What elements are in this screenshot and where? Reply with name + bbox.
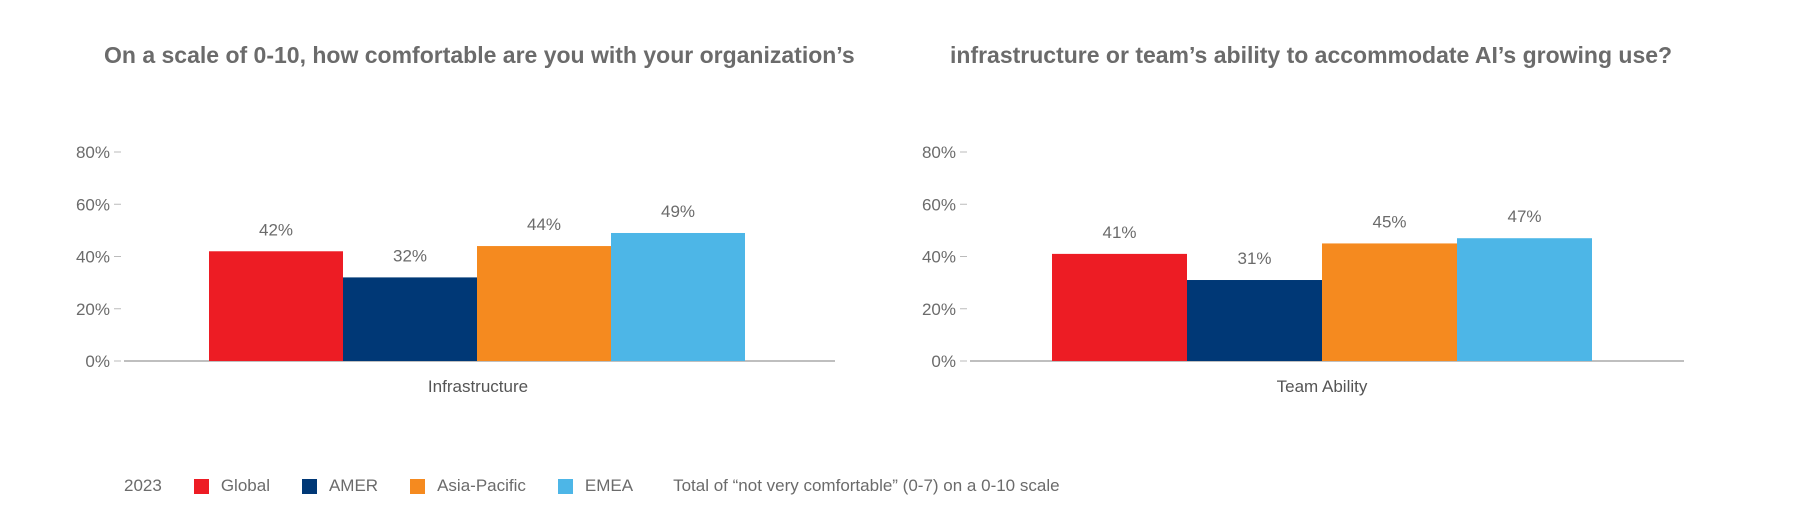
- legend-item-global: Global: [193, 476, 270, 496]
- legend: 2023 Global AMER Asia-Pacific EMEA Total…: [124, 474, 1060, 498]
- y-tick-label: 0%: [85, 352, 110, 371]
- legend-swatch-asia-pacific: [410, 478, 426, 494]
- bar-asia-pacific: [1322, 243, 1457, 361]
- legend-label-global: Global: [220, 476, 270, 495]
- y-tick-label: 40%: [922, 248, 956, 267]
- y-tick-label: 20%: [76, 300, 110, 319]
- legend-swatch-global: [193, 478, 209, 494]
- legend-label-amer: AMER: [328, 476, 379, 495]
- bar-amer: [1187, 280, 1322, 361]
- legend-label-asia-pacific: Asia-Pacific: [437, 476, 526, 495]
- chart-title-right: infrastructure or team’s ability to acco…: [950, 42, 1673, 68]
- bar-amer: [343, 277, 477, 361]
- data-label: 32%: [393, 246, 427, 265]
- bar-global: [1052, 253, 1187, 361]
- x-category-label: Infrastructure: [428, 377, 528, 396]
- legend-year: 2023: [124, 476, 162, 495]
- data-label: 41%: [1102, 223, 1136, 242]
- chart-title-left: On a scale of 0-10, how comfortable are …: [104, 42, 855, 68]
- data-label: 31%: [1237, 249, 1271, 268]
- data-label: 49%: [661, 202, 695, 221]
- y-tick-label: 80%: [922, 143, 956, 162]
- data-label: 42%: [259, 220, 293, 239]
- bar-asia-pacific: [477, 246, 611, 361]
- data-label: 44%: [527, 215, 561, 234]
- legend-item-emea: EMEA: [557, 476, 634, 496]
- bar-emea: [1457, 238, 1592, 361]
- y-tick-label: 60%: [76, 195, 110, 214]
- y-tick-label: 80%: [76, 143, 110, 162]
- legend-item-amer: AMER: [301, 476, 379, 496]
- legend-swatch-emea: [557, 478, 573, 494]
- data-label: 45%: [1372, 212, 1406, 231]
- legend-item-asia-pacific: Asia-Pacific: [410, 476, 526, 496]
- y-tick-label: 20%: [922, 300, 956, 319]
- x-category-label: Team Ability: [1277, 377, 1368, 396]
- data-label: 47%: [1507, 207, 1541, 226]
- bar-emea: [611, 232, 745, 361]
- y-tick-label: 0%: [931, 352, 956, 371]
- legend-label-emea: EMEA: [584, 476, 634, 495]
- y-tick-label: 60%: [922, 195, 956, 214]
- bar-global: [209, 251, 343, 361]
- y-tick-label: 40%: [76, 248, 110, 267]
- legend-swatch-amer: [301, 478, 317, 494]
- legend-note: Total of “not very comfortable” (0-7) on…: [673, 476, 1060, 495]
